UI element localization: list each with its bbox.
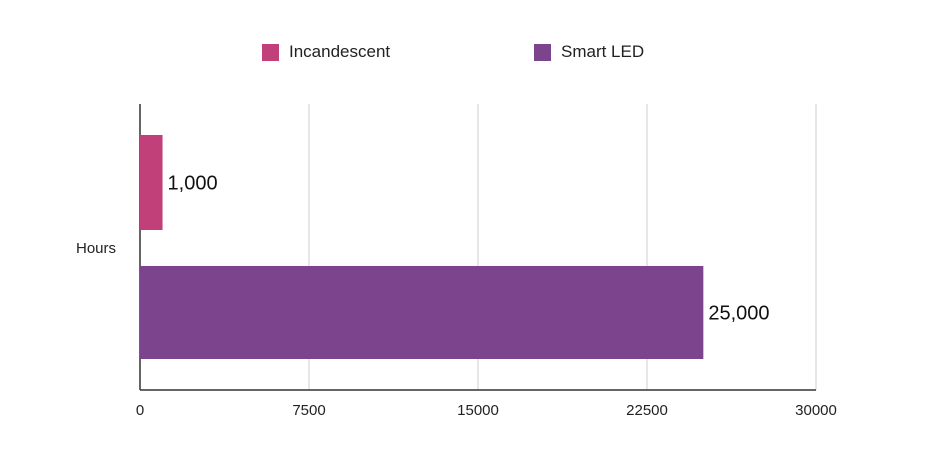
legend-label-smart-led: Smart LED xyxy=(561,42,645,61)
x-tick-label-22500: 22500 xyxy=(626,402,668,419)
x-tick-label-7500: 7500 xyxy=(292,402,325,419)
category-label-hours: Hours xyxy=(76,240,116,257)
legend-item-smart-led: Smart LED xyxy=(534,38,644,66)
bar-smart-led xyxy=(140,266,704,359)
data-label-smart-led: 25,000 xyxy=(708,303,769,325)
x-tick-label-0: 0 xyxy=(136,402,144,419)
x-tick-label-30000: 30000 xyxy=(795,402,837,419)
x-tick-label-15000: 15000 xyxy=(457,402,499,419)
bar-incandescent xyxy=(140,135,163,230)
legend-label-incandescent: Incandescent xyxy=(289,42,391,61)
legend-item-incandescent: Incandescent xyxy=(262,38,390,66)
data-label-incandescent: 1,000 xyxy=(168,173,218,195)
legend-swatch-incandescent xyxy=(262,43,279,61)
legend-swatch-smart-led xyxy=(534,43,551,61)
chart-legend: Incandescent Smart LED xyxy=(0,38,950,66)
